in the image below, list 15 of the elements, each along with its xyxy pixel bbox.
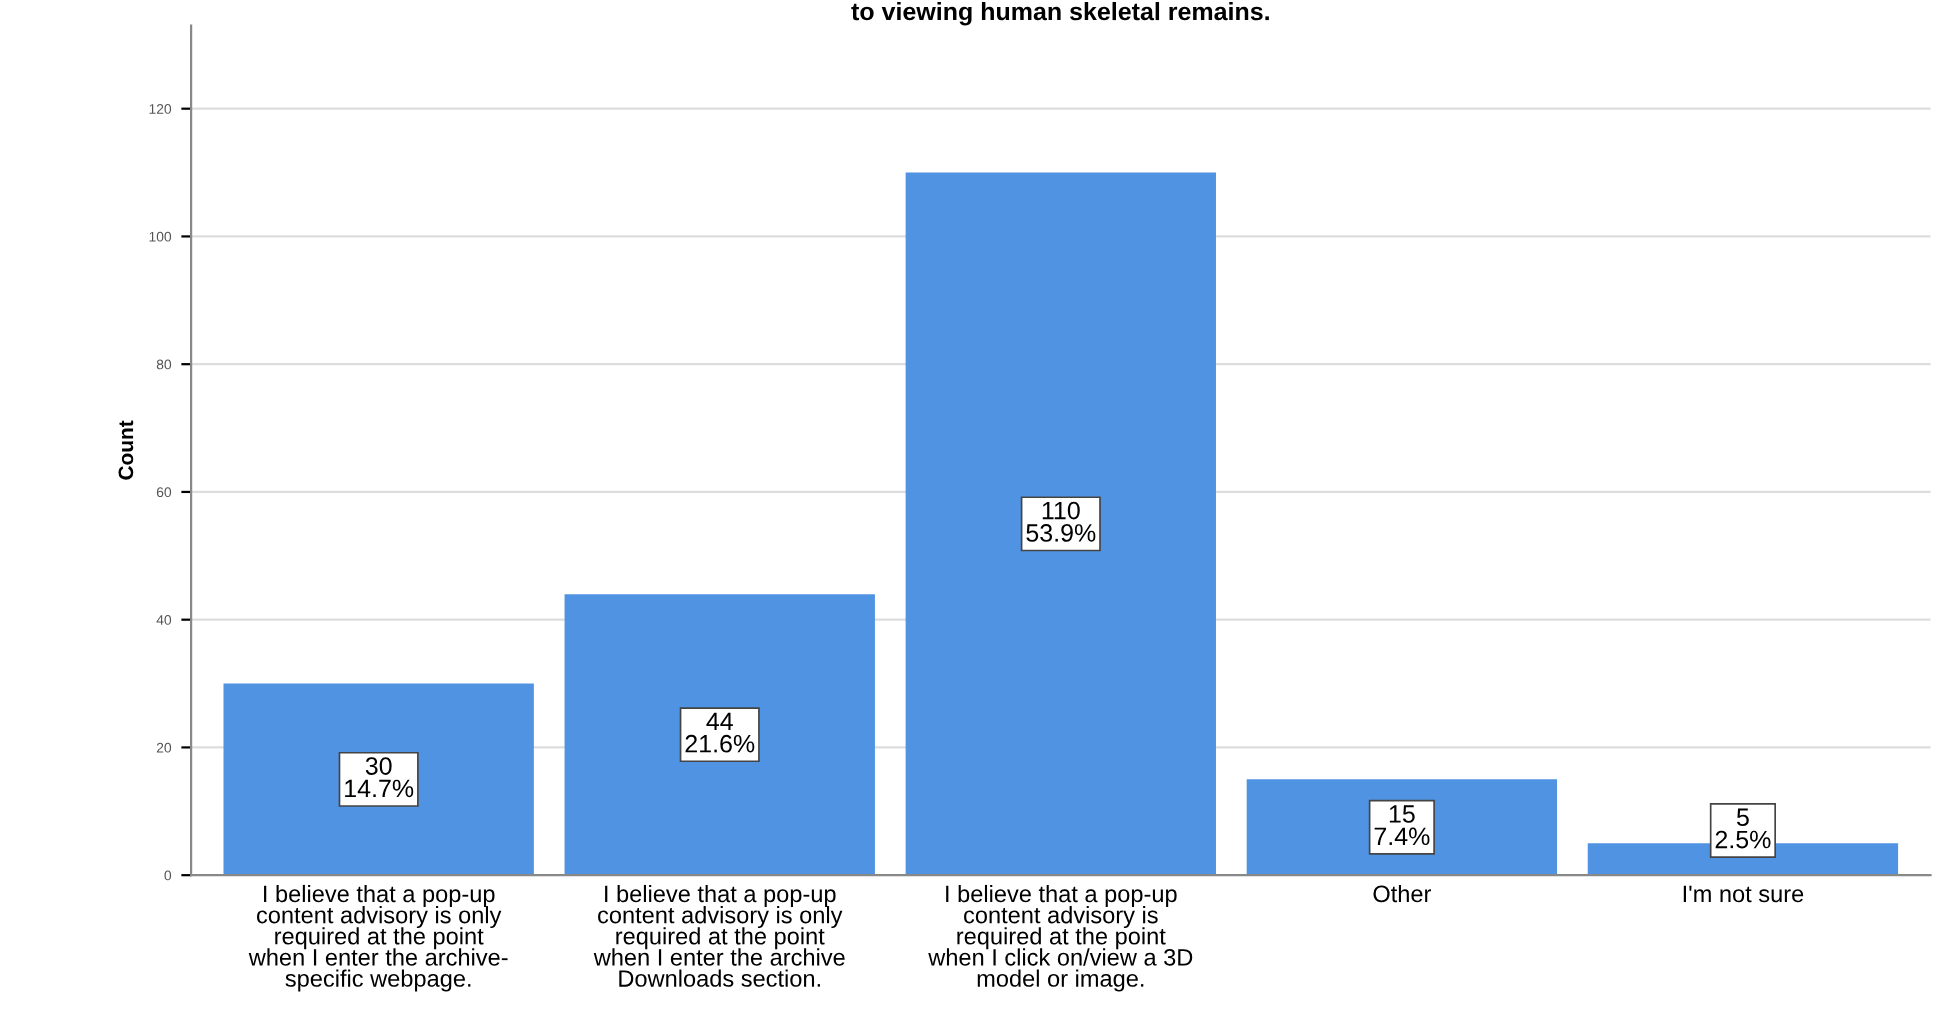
bar xyxy=(905,172,1216,876)
data-label: 15 7.4% xyxy=(1374,805,1430,846)
data-label: 44 21.6% xyxy=(685,712,755,753)
bar xyxy=(564,594,875,876)
data-label: 5 2.5% xyxy=(1715,808,1771,849)
chart-title: to viewing human skeletal remains. xyxy=(851,1,1269,26)
x-tick-label: I'm not sure xyxy=(1683,885,1804,903)
data-label: 110 53.9% xyxy=(1026,501,1096,542)
data-label: 30 14.7% xyxy=(345,757,414,798)
x-tick-label: I believe that a pop-up content advisory is only required at the point when I enter the archive- specific webpage. xyxy=(248,884,508,992)
bar xyxy=(223,683,534,876)
y-axis-title: Count xyxy=(118,420,134,480)
x-tick-label: I believe that a pop-up content advisory is required at the point when I click on/view a 3D model or image. xyxy=(928,884,1193,992)
x-tick-label: Other xyxy=(1373,884,1431,903)
x-tick-label: I believe that a pop-up content advisory is only required at the point when I enter the archive Downloads section. xyxy=(593,884,845,987)
